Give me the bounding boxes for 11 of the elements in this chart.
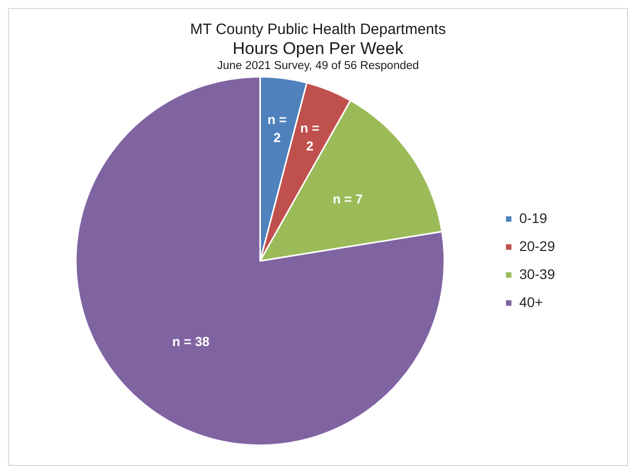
text: June 2021 Survey, 49 of 56 Responded [216, 60, 420, 72]
data-label: n = 2 [267, 112, 288, 146]
data-label: n = 7 [332, 191, 363, 206]
data-label: n = 38 [172, 334, 210, 349]
chart-title: MT County Public Health Departments [189, 21, 447, 38]
chart-subtitle: Hours Open Per Week [232, 39, 404, 59]
legend-label: 0-19 [519, 210, 548, 226]
legend-label: 20-29 [519, 238, 556, 254]
legend-label: 40+ [519, 294, 543, 310]
legend-label: 30-39 [519, 266, 556, 282]
data-label: n = 2 [300, 120, 320, 154]
